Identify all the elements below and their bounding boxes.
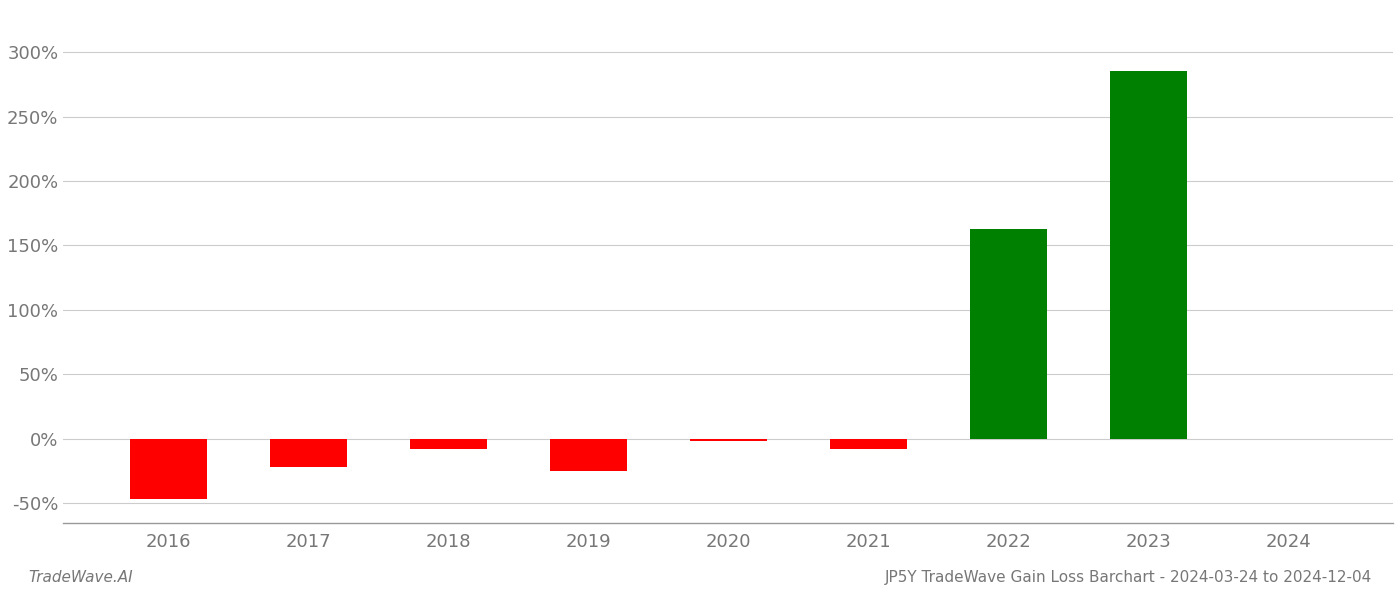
Bar	[830, 439, 907, 449]
Bar	[690, 439, 767, 442]
Bar	[410, 439, 487, 449]
Text: TradeWave.AI: TradeWave.AI	[28, 570, 133, 585]
Text: JP5Y TradeWave Gain Loss Barchart - 2024-03-24 to 2024-12-04: JP5Y TradeWave Gain Loss Barchart - 2024…	[885, 570, 1372, 585]
Bar	[1110, 71, 1187, 439]
Bar	[550, 439, 627, 471]
Bar	[270, 439, 347, 467]
Bar	[130, 439, 207, 499]
Bar	[970, 229, 1047, 439]
